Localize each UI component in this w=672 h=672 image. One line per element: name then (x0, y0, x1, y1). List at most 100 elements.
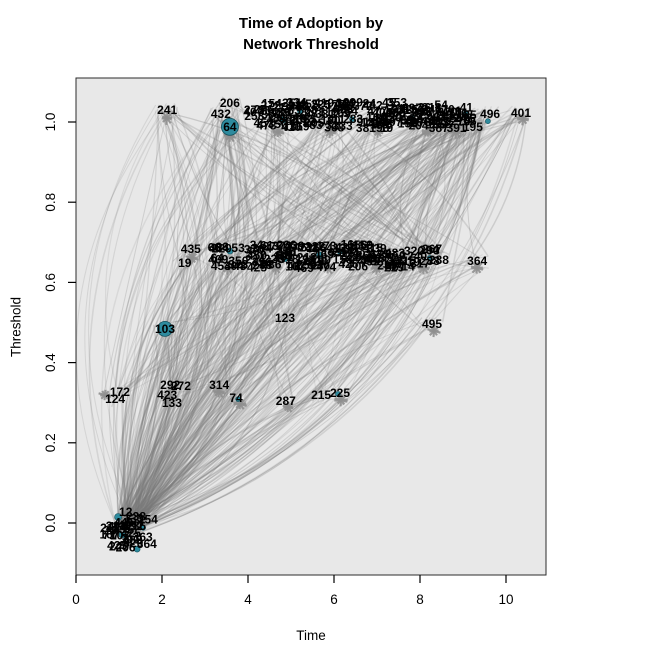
node-label-292: 292 (160, 378, 180, 392)
svg-text:35: 35 (278, 248, 292, 262)
svg-text:151: 151 (404, 103, 424, 117)
svg-text:99: 99 (318, 253, 332, 267)
svg-text:457: 457 (254, 116, 274, 130)
node-label-364: 364 (467, 254, 487, 268)
svg-text:102: 102 (373, 112, 393, 126)
node-label-320: 320 (404, 244, 424, 258)
svg-text:220: 220 (212, 242, 232, 256)
y-tick-label: 0.2 (43, 433, 58, 452)
svg-text:197: 197 (382, 115, 402, 129)
svg-text:54: 54 (434, 98, 448, 112)
svg-text:156: 156 (347, 238, 367, 252)
svg-text:278: 278 (244, 103, 264, 117)
svg-text:311: 311 (326, 112, 346, 126)
svg-text:41: 41 (460, 100, 474, 114)
svg-text:145: 145 (369, 247, 389, 261)
svg-text:364: 364 (137, 537, 157, 551)
svg-text:59: 59 (401, 113, 415, 127)
svg-text:266: 266 (276, 238, 296, 252)
node-label-64: 64 (223, 120, 237, 134)
svg-text:224: 224 (245, 253, 265, 267)
svg-text:404: 404 (368, 116, 388, 130)
svg-text:46: 46 (287, 259, 301, 273)
adopter-vertices (114, 108, 491, 553)
svg-text:93: 93 (426, 244, 440, 258)
y-tick-label: 0.8 (43, 193, 58, 212)
y-tick-label: 1.0 (43, 113, 58, 132)
svg-text:228: 228 (307, 255, 327, 269)
svg-text:85: 85 (400, 114, 414, 128)
svg-text:469: 469 (294, 261, 314, 275)
x-tick-label: 2 (158, 592, 166, 607)
svg-text:395: 395 (389, 102, 409, 116)
svg-text:353: 353 (387, 95, 407, 109)
svg-text:244: 244 (333, 245, 353, 259)
y-tick-label: 0.0 (43, 514, 58, 533)
y-tick-label: 0.4 (43, 353, 58, 372)
svg-text:167: 167 (99, 528, 119, 542)
svg-text:83: 83 (309, 118, 323, 132)
node-label-195: 195 (463, 120, 483, 134)
node-label-93: 93 (216, 240, 230, 254)
svg-text:224: 224 (350, 253, 370, 267)
svg-text:425: 425 (247, 260, 267, 274)
node-label-103: 103 (155, 322, 175, 336)
svg-text:378: 378 (361, 252, 381, 266)
svg-text:143: 143 (382, 257, 402, 271)
svg-text:163: 163 (384, 103, 404, 117)
svg-text:477: 477 (367, 104, 387, 118)
svg-text:350: 350 (228, 254, 248, 268)
svg-text:372: 372 (272, 239, 292, 253)
svg-text:251: 251 (282, 96, 302, 110)
svg-text:384: 384 (266, 111, 286, 125)
svg-text:480: 480 (386, 106, 406, 120)
svg-text:24: 24 (363, 96, 377, 110)
svg-text:25: 25 (258, 103, 272, 117)
svg-text:368: 368 (324, 120, 344, 134)
node-label-496: 496 (480, 107, 500, 121)
svg-text:35: 35 (344, 242, 358, 256)
svg-text:206: 206 (116, 541, 136, 555)
svg-text:240: 240 (109, 540, 129, 554)
node-label-124: 124 (105, 392, 125, 406)
svg-text:319: 319 (319, 105, 339, 119)
x-tick-label: 4 (244, 592, 252, 607)
svg-text:304: 304 (224, 259, 244, 273)
svg-text:230: 230 (310, 258, 330, 272)
svg-text:49: 49 (118, 518, 132, 532)
node-label-35: 35 (463, 108, 477, 122)
svg-text:258: 258 (244, 109, 264, 123)
svg-text:317: 317 (410, 257, 430, 271)
svg-text:131: 131 (361, 116, 381, 130)
svg-text:94: 94 (426, 109, 440, 123)
svg-text:213: 213 (297, 251, 317, 265)
svg-text:74: 74 (258, 257, 272, 271)
svg-text:139: 139 (270, 106, 290, 120)
svg-text:19: 19 (294, 112, 308, 126)
svg-text:1: 1 (455, 104, 462, 118)
svg-text:474: 474 (316, 260, 336, 274)
svg-text:248: 248 (436, 109, 456, 123)
svg-text:174: 174 (339, 246, 359, 260)
svg-text:319: 319 (290, 119, 310, 133)
svg-text:161: 161 (273, 250, 293, 264)
svg-text:254: 254 (138, 512, 158, 526)
svg-text:153: 153 (398, 116, 418, 130)
svg-text:146: 146 (448, 107, 468, 121)
svg-text:410: 410 (281, 120, 301, 134)
svg-text:387: 387 (429, 121, 449, 135)
svg-text:415: 415 (363, 241, 383, 255)
svg-text:428: 428 (365, 252, 385, 266)
svg-text:62: 62 (408, 112, 422, 126)
svg-text:165: 165 (386, 106, 406, 120)
svg-text:495: 495 (433, 109, 453, 123)
svg-text:147: 147 (113, 520, 133, 534)
svg-text:433: 433 (333, 103, 353, 117)
svg-text:450: 450 (386, 248, 406, 262)
x-tick-label: 6 (330, 592, 338, 607)
svg-text:442: 442 (363, 98, 383, 112)
